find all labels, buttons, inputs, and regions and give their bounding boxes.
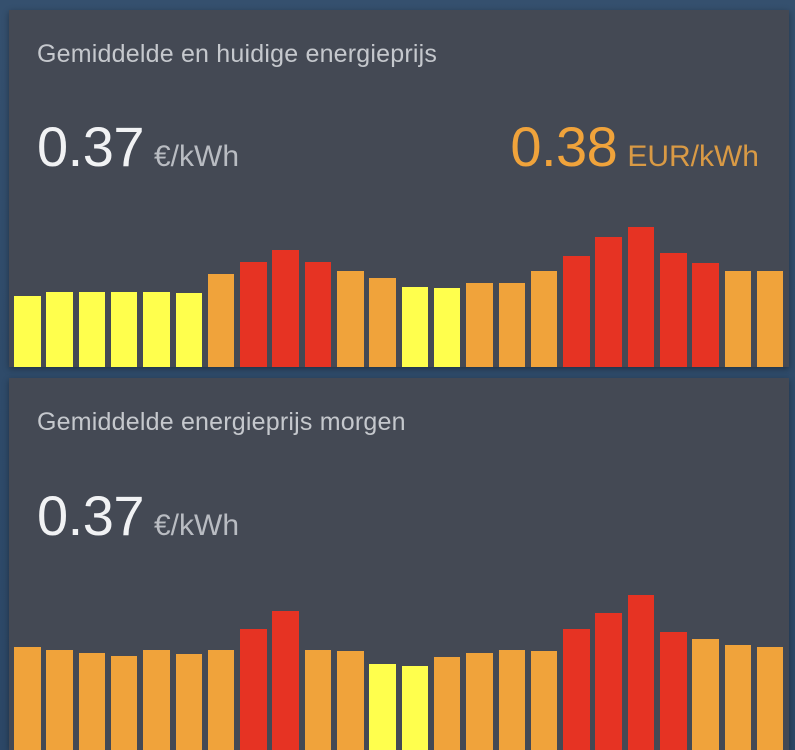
price-bar: [175, 654, 202, 750]
price-bar: [498, 650, 525, 750]
price-bar: [563, 256, 590, 367]
price-bar: [337, 271, 364, 367]
price-bar: [14, 647, 41, 750]
average-price: 0.37 €/kWh: [37, 114, 239, 179]
price-bar: [14, 296, 41, 367]
price-bar: [369, 278, 396, 367]
price-bar: [304, 650, 332, 750]
price-bar: [240, 629, 267, 750]
price-bar: [110, 656, 138, 750]
price-bar: [660, 632, 687, 750]
price-bar: [563, 629, 590, 750]
price-bar: [46, 292, 73, 367]
price-bar: [692, 639, 719, 750]
price-bar: [401, 287, 429, 367]
price-bar: [660, 253, 687, 367]
price-bar: [530, 271, 558, 367]
price-bar: [433, 657, 461, 750]
price-bar: [433, 288, 461, 367]
price-bar: [498, 283, 525, 367]
price-bar: [724, 271, 752, 367]
price-bar: [143, 650, 170, 750]
average-price: 0.37 €/kWh: [37, 483, 239, 548]
price-bar: [692, 263, 719, 367]
price-bar: [466, 653, 493, 750]
card-title: Gemiddelde energieprijs morgen: [37, 408, 406, 436]
price-bar: [369, 664, 396, 750]
price-bar-chart-tomorrow: [9, 580, 789, 750]
price-bar: [304, 262, 332, 367]
price-bar: [627, 595, 655, 750]
price-bar: [595, 237, 622, 367]
average-price-unit: €/kWh: [154, 509, 240, 542]
price-bar: [207, 650, 235, 750]
price-bar: [272, 611, 299, 750]
price-bar: [756, 647, 784, 750]
price-bar: [724, 645, 752, 750]
price-bar: [595, 613, 622, 750]
price-bar: [78, 292, 106, 367]
average-price-value: 0.37: [37, 115, 145, 178]
current-price-value: 0.38: [510, 115, 618, 178]
price-bar-chart-today: [9, 207, 789, 367]
price-bar: [530, 651, 558, 750]
card-title: Gemiddelde en huidige energieprijs: [37, 40, 438, 68]
price-bar: [78, 653, 106, 750]
price-bar: [175, 293, 202, 367]
price-bar: [337, 651, 364, 750]
price-bar: [110, 292, 138, 367]
energy-price-today-card[interactable]: Gemiddelde en huidige energieprijs 0.37 €…: [9, 10, 789, 367]
price-bar: [240, 262, 267, 367]
price-bar: [401, 666, 429, 750]
price-bar: [143, 292, 170, 367]
price-bar: [466, 283, 493, 367]
average-price-unit: €/kWh: [154, 140, 240, 173]
price-bar: [272, 250, 299, 367]
current-price-unit: EUR/kWh: [627, 140, 759, 173]
average-price-value: 0.37: [37, 484, 145, 547]
price-bar: [46, 650, 73, 750]
current-price: 0.38 EUR/kWh: [510, 114, 759, 179]
price-bar: [207, 274, 235, 367]
energy-price-tomorrow-card[interactable]: Gemiddelde energieprijs morgen 0.37 €/kWh: [9, 378, 789, 750]
price-bar: [627, 227, 655, 367]
price-bar: [756, 271, 784, 367]
